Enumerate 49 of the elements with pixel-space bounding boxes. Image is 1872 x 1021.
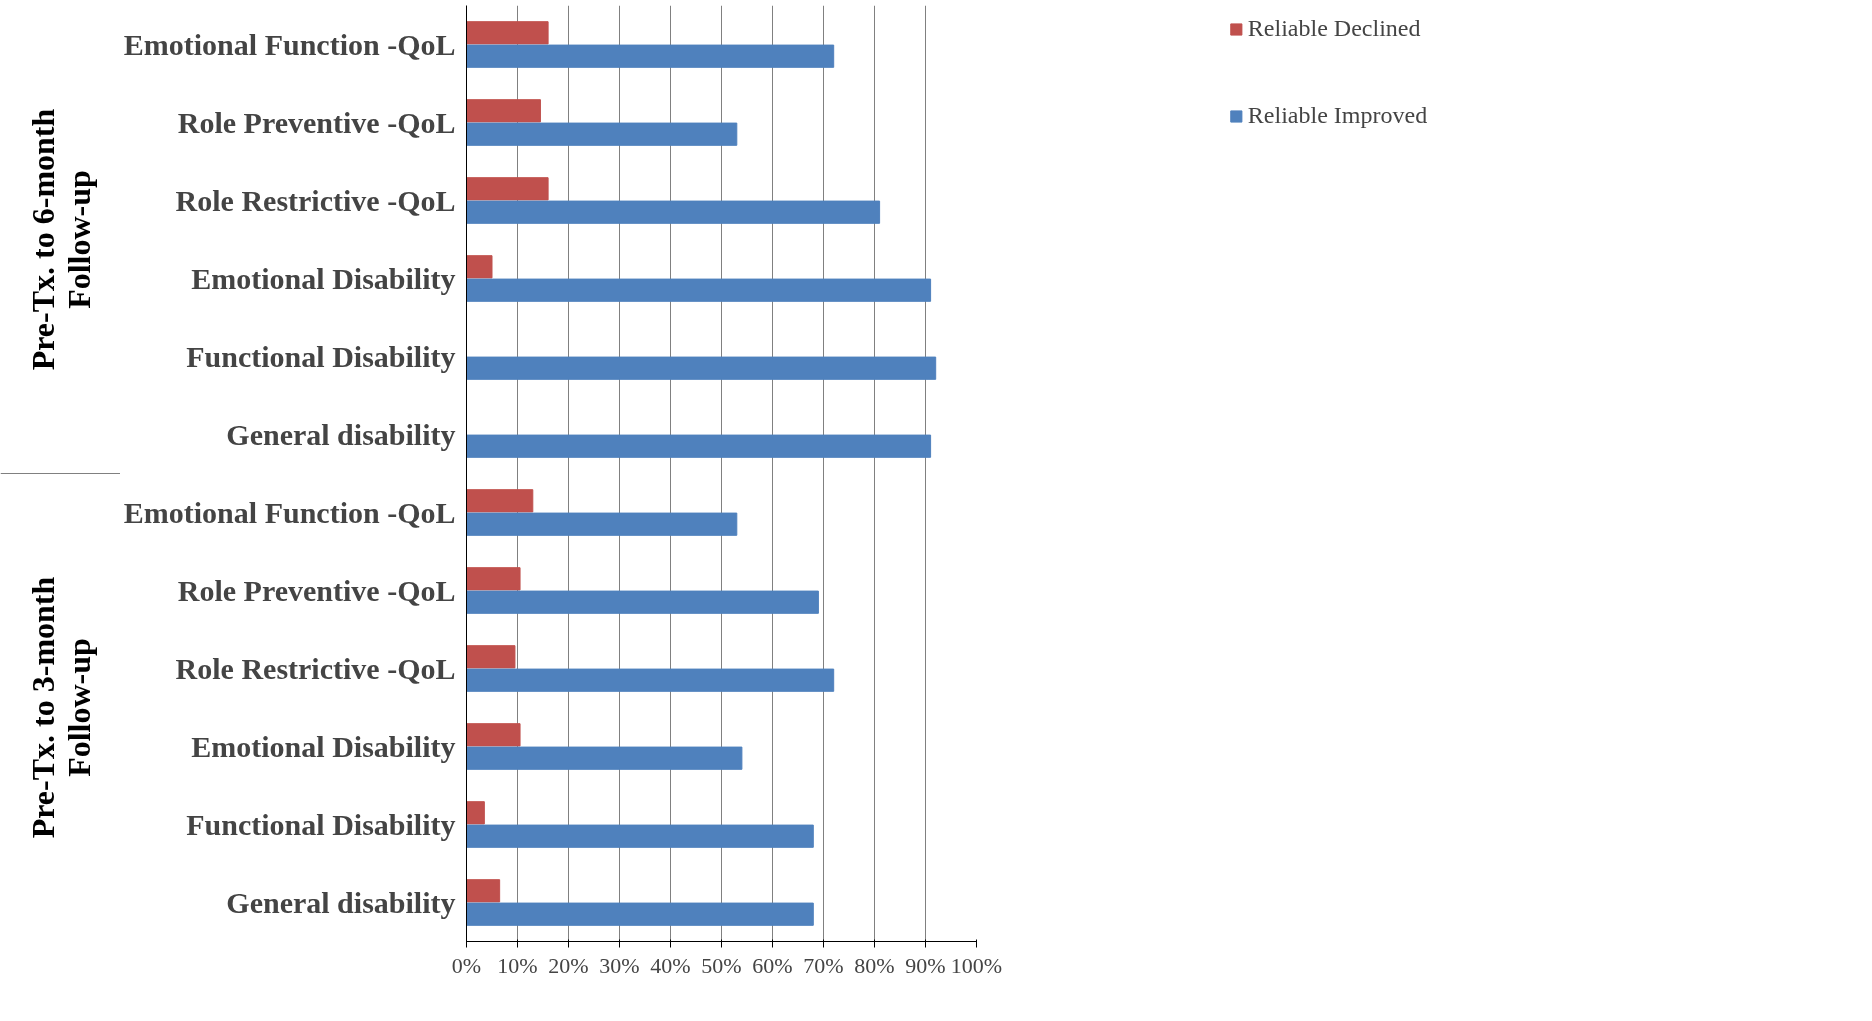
bar <box>466 824 814 848</box>
bar <box>466 489 534 513</box>
x-tick-label: 40% <box>650 952 691 978</box>
bar <box>466 99 541 123</box>
bar <box>466 512 738 536</box>
bar <box>466 122 738 146</box>
bar <box>466 879 501 903</box>
text: Pre-Tx. to 6-month Follow-up <box>24 108 97 371</box>
bar <box>466 356 937 380</box>
bar <box>466 567 521 591</box>
x-tick-label: 20% <box>548 952 589 978</box>
bar <box>466 278 932 302</box>
bar <box>466 902 814 926</box>
legend-label: Reliable Declined <box>1247 15 1421 42</box>
bar <box>466 44 835 68</box>
bar <box>466 746 743 770</box>
x-tick-label: 90% <box>905 952 946 978</box>
legend-label: Reliable Improved <box>1247 102 1428 129</box>
bar <box>466 723 521 747</box>
y-tick-label: Role Preventive -QoL <box>177 106 456 139</box>
x-tick-label: 0% <box>451 952 482 978</box>
y-tick-label: Emotional Function -QoL <box>123 496 456 529</box>
x-tick-label: 80% <box>854 952 895 978</box>
text: Pre-Tx. to 3-month Follow-up <box>24 576 97 839</box>
y-tick-label: Role Restrictive -QoL <box>175 184 456 217</box>
bar <box>466 645 516 669</box>
bar <box>466 255 493 279</box>
x-tick-label: 60% <box>752 952 793 978</box>
bar <box>466 801 485 825</box>
y-tick-label: Functional Disability <box>186 808 456 841</box>
bar <box>466 668 835 692</box>
bar <box>466 434 932 458</box>
x-tick-label: 100% <box>950 952 1003 978</box>
x-tick-label: 30% <box>599 952 640 978</box>
bar <box>466 590 819 614</box>
bar <box>466 200 881 224</box>
x-tick-label: 10% <box>497 952 538 978</box>
bar <box>466 21 549 45</box>
y-tick-label: Role Restrictive -QoL <box>175 652 456 685</box>
bar <box>466 177 549 201</box>
y-tick-label: Role Preventive -QoL <box>177 574 456 607</box>
y-tick-label: Emotional Function -QoL <box>123 28 456 61</box>
y-tick-label: General disability <box>226 418 456 451</box>
y-tick-label: General disability <box>226 886 456 919</box>
y-tick-label: Emotional Disability <box>191 262 456 295</box>
x-tick-label: 50% <box>701 952 742 978</box>
x-tick-label: 70% <box>803 952 844 978</box>
y-tick-label: Functional Disability <box>186 340 456 373</box>
y-tick-label: Emotional Disability <box>191 730 456 763</box>
